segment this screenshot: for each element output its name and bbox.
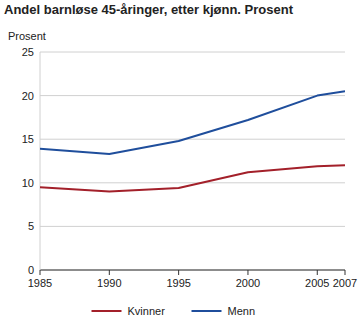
title: Andel barnløse 45-åringer, etter kjønn. … — [4, 2, 294, 17]
x-tick-label: 1985 — [28, 277, 52, 289]
x-tick — [317, 270, 318, 275]
x-tick — [247, 270, 248, 275]
y-axis — [40, 52, 41, 270]
y-label: Prosent — [8, 30, 46, 42]
x-tick-label: 2005 — [305, 277, 329, 289]
grid-line — [40, 52, 345, 53]
legend-label: Menn — [228, 305, 256, 317]
y-tick-label: 25 — [22, 46, 34, 58]
legend-swatch — [192, 310, 222, 312]
x-tick — [109, 270, 110, 275]
grid-line — [40, 182, 345, 183]
x-axis — [40, 270, 345, 271]
grid-line — [40, 95, 345, 96]
series-line — [40, 165, 345, 191]
plot-area — [40, 91, 345, 191]
y-tick-label: 20 — [22, 90, 34, 102]
x-tick-label: 2000 — [236, 277, 260, 289]
series-line — [40, 91, 345, 154]
x-tick-label: 1990 — [97, 277, 121, 289]
y-tick-label: 0 — [28, 264, 34, 276]
y-tick-label: 5 — [28, 220, 34, 232]
grid-line — [40, 226, 345, 227]
x-tick-label: 2007 — [333, 277, 357, 289]
chart: Andel barnløse 45-åringer, etter kjønn. … — [0, 0, 363, 326]
legend-swatch — [92, 310, 122, 312]
grid-line — [40, 139, 345, 140]
y-tick-label: 10 — [22, 177, 34, 189]
y-tick-label: 15 — [22, 133, 34, 145]
x-tick-label: 1995 — [166, 277, 190, 289]
x-tick — [345, 270, 346, 275]
legend-label: Kvinner — [128, 305, 166, 317]
x-tick — [178, 270, 179, 275]
grid-line — [40, 270, 345, 271]
x-tick — [40, 270, 41, 275]
